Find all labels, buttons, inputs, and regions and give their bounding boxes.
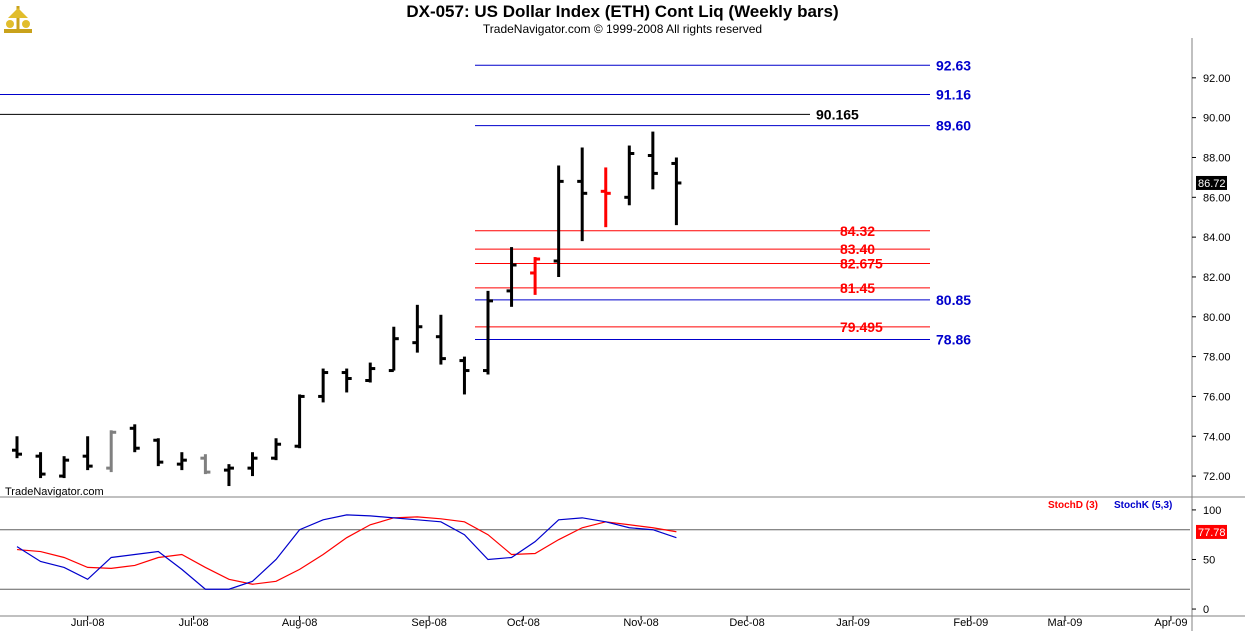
stochastic-panel: StochD (3) StochK (5,3) [0,500,1190,590]
stoch-series-line [16,516,677,585]
y-tick-label: 84.00 [1203,232,1231,244]
watermark-text: TradeNavigator.com [5,486,104,498]
ohlc-bar [530,257,541,295]
ohlc-bar [82,436,93,471]
level-label: 91.16 [936,87,971,103]
ohlc-bar [671,157,682,226]
y-tick-label: 76.00 [1203,391,1231,403]
x-tick-label: Feb-09 [953,617,988,629]
y-tick-label: 86.00 [1203,192,1231,204]
ohlc-bar [341,368,352,393]
x-tick-label: Dec-08 [729,617,764,629]
ohlc-bar [624,145,635,206]
x-tick-label: Nov-08 [623,617,658,629]
ind-last-value-label: 77.78 [1198,527,1226,539]
ohlc-bar [483,290,493,375]
level-label: 90.165 [816,106,859,122]
trade-navigator-logo-icon [4,6,32,33]
axes: 72.00 74.00 76.00 78.00 80.00 82.00 84.00 86.00… [71,73,1231,629]
level-label: 84.32 [840,223,875,239]
ohlc-bar [294,394,305,449]
ohlc-bar [200,454,211,475]
x-tick-label: Apr-09 [1154,617,1187,629]
x-tick-label: Aug-08 [282,617,317,629]
ind-y-tick-label: 100 [1203,505,1221,517]
level-label: 80.85 [936,292,971,308]
chart-subtitle: TradeNavigator.com © 1999-2008 All right… [482,22,763,36]
ohlc-bar [459,356,470,395]
ohlc-bar [318,368,329,403]
ohlc-bar [176,452,187,471]
y-tick-label: 90.00 [1203,113,1231,125]
level-label: 79.495 [840,319,883,335]
level-label: 81.45 [840,280,875,296]
x-tick-label: Jun-08 [71,617,105,629]
chart-header: DX-057: US Dollar Index (ETH) Cont Liq (… [0,0,1245,38]
level-label: 89.60 [936,118,971,134]
ohlc-bar [506,247,517,307]
ohlc-bar [553,165,564,277]
y-tick-label: 78.00 [1203,352,1231,364]
level-label: 83.40 [840,241,875,257]
y-tick-label: 92.00 [1203,73,1231,85]
ohlc-bar [600,167,611,228]
level-label: 82.675 [840,256,883,272]
stoch-series-line [16,514,677,590]
x-tick-label: Jan-09 [836,617,870,629]
x-tick-label: Oct-08 [507,617,540,629]
ind-y-tick-label: 50 [1203,554,1215,566]
ohlc-bar [577,147,588,242]
ohlc-bar [647,131,658,190]
x-tick-label: Jul-08 [179,617,209,629]
x-tick-label: Sep-08 [411,617,446,629]
ohlc-bar [153,438,164,467]
ind-y-tick-label: 0 [1203,604,1209,616]
last-price-label: 86.72 [1198,178,1226,190]
ohlc-bar [388,326,399,373]
y-tick-label: 88.00 [1203,152,1231,164]
level-label: 78.86 [936,331,971,347]
y-tick-label: 74.00 [1203,431,1231,443]
y-tick-label: 80.00 [1203,312,1231,324]
chart-title: DX-057: US Dollar Index (ETH) Cont Liq (… [406,2,839,21]
ohlc-bar [435,314,446,365]
ohlc-bar [365,362,376,383]
x-tick-label: Mar-09 [1048,617,1083,629]
grid-layer [0,38,1245,631]
ohlc-bar [106,430,117,473]
ohlc-bar [247,452,258,477]
ind-last-value-box [1196,524,1227,539]
stoch-legend-label: StochK (5,3) [1114,500,1172,511]
y-tick-label: 82.00 [1203,272,1231,284]
last-price-box [1196,175,1227,190]
price-bars [12,131,682,487]
ohlc-bar [35,452,46,479]
stoch-legend-label: StochD (3) [1048,500,1098,511]
ohlc-bar [412,304,423,353]
ohlc-bar [223,464,234,487]
ohlc-bar [129,424,140,453]
ohlc-bar [12,436,22,459]
y-tick-label: 72.00 [1203,471,1231,483]
level-label: 92.63 [936,57,971,73]
ohlc-bar [59,456,70,479]
ohlc-bar [271,438,282,461]
